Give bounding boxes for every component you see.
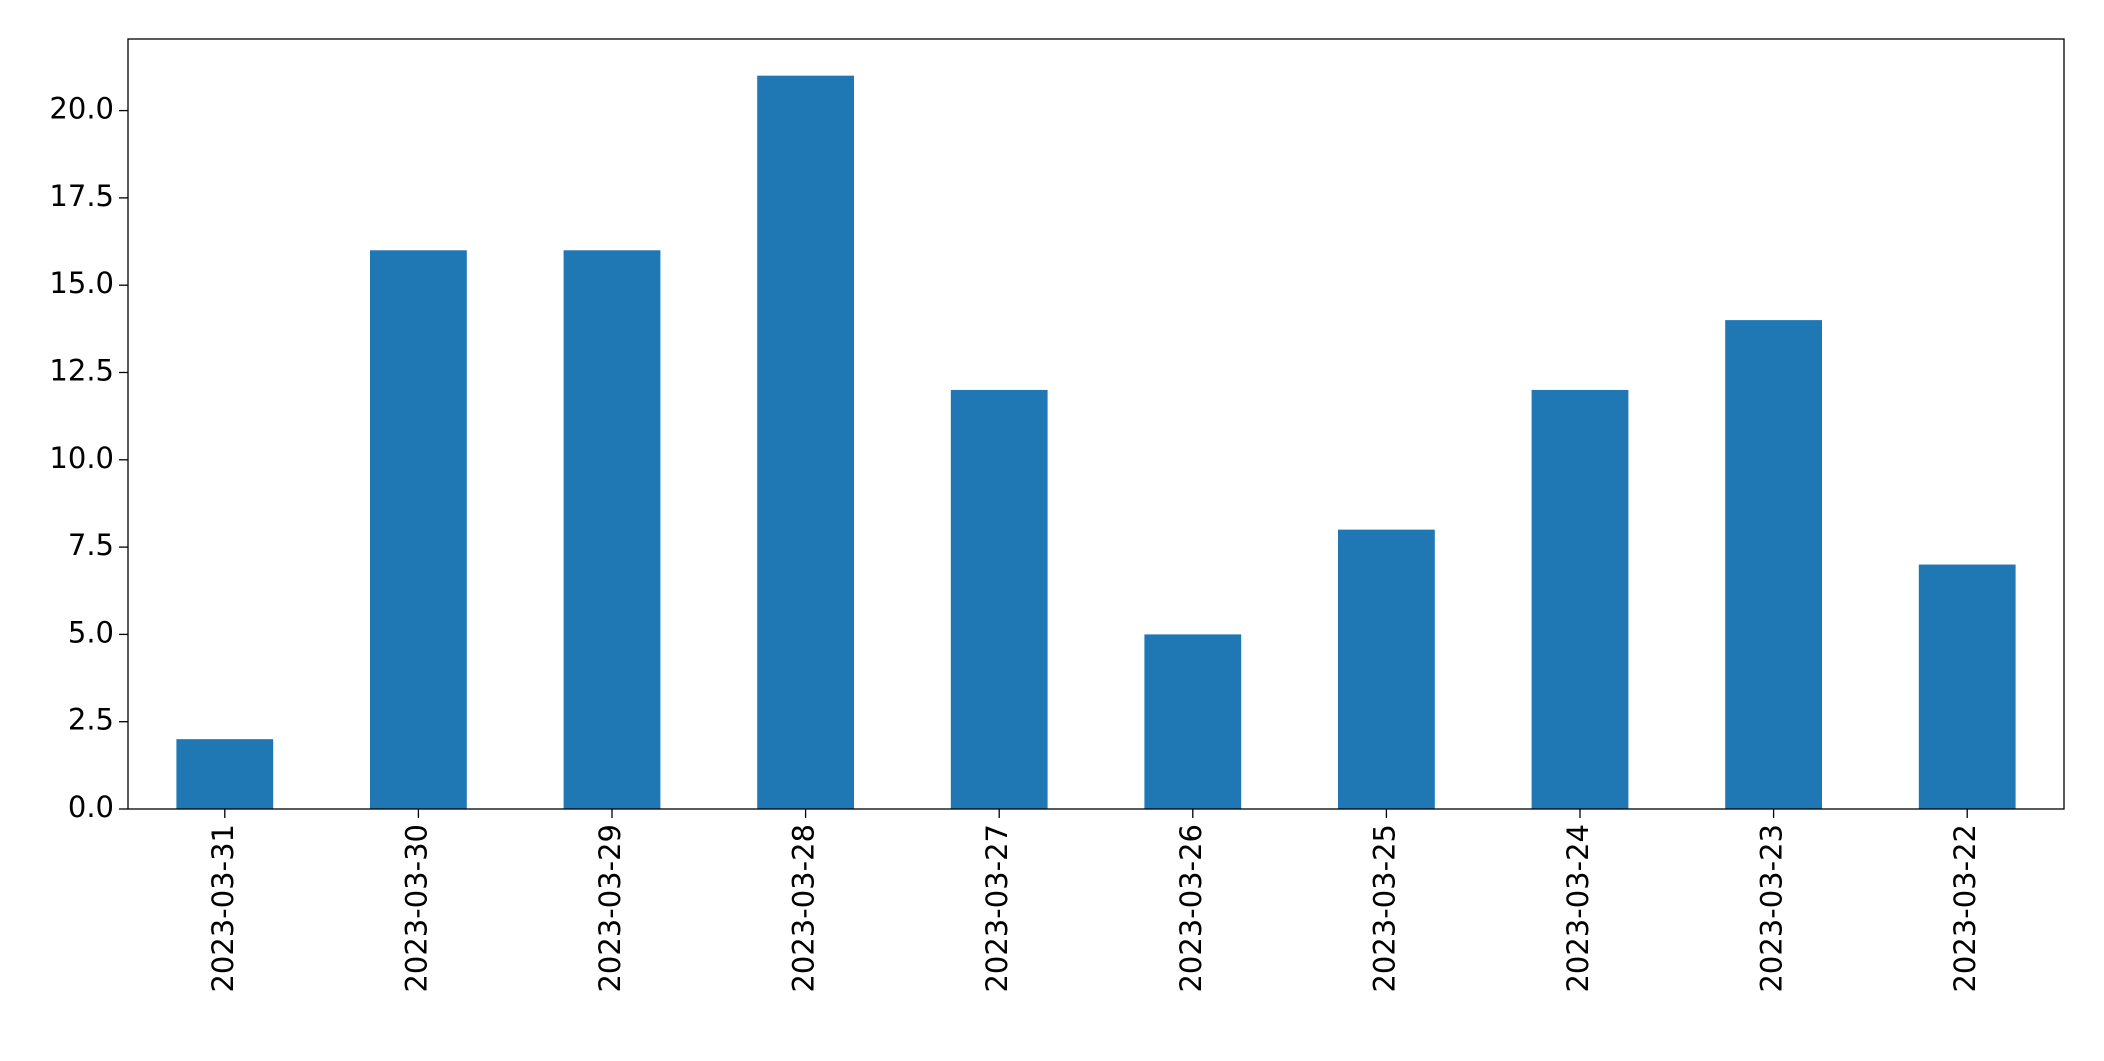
x-tick-label: 2023-03-26 [1174, 824, 1208, 993]
bar [563, 250, 661, 809]
y-tick-label: 7.5 [68, 528, 114, 562]
x-tick-label: 2023-03-25 [1367, 824, 1401, 993]
x-tick-label: 2023-03-30 [399, 824, 433, 993]
y-tick-label: 2.5 [68, 703, 114, 737]
x-tick-label: 2023-03-31 [206, 824, 240, 993]
x-tick-label: 2023-03-27 [980, 824, 1014, 993]
x-tick-label: 2023-03-24 [1561, 824, 1595, 993]
bar [950, 389, 1048, 809]
x-tick-label: 2023-03-23 [1755, 824, 1789, 993]
y-tick-label: 0.0 [68, 790, 114, 824]
x-tick-label: 2023-03-29 [593, 824, 627, 993]
bar [757, 75, 854, 809]
y-tick-label: 5.0 [68, 615, 114, 649]
y-tick-label: 12.5 [49, 353, 114, 387]
bar [1531, 389, 1629, 809]
y-tick-label: 10.0 [49, 441, 114, 475]
y-tick-label: 17.5 [49, 179, 114, 213]
bar [1144, 634, 1242, 809]
plot-frame [127, 38, 2065, 810]
bar [176, 739, 274, 809]
x-tick-label: 2023-03-22 [1948, 824, 1982, 993]
bar [1338, 529, 1435, 809]
bar [1725, 320, 1822, 809]
x-tick-label: 2023-03-28 [787, 824, 821, 993]
y-tick-label: 15.0 [49, 266, 114, 300]
y-tick-label: 20.0 [49, 92, 114, 126]
bar [1918, 564, 2016, 809]
bar [370, 250, 467, 809]
